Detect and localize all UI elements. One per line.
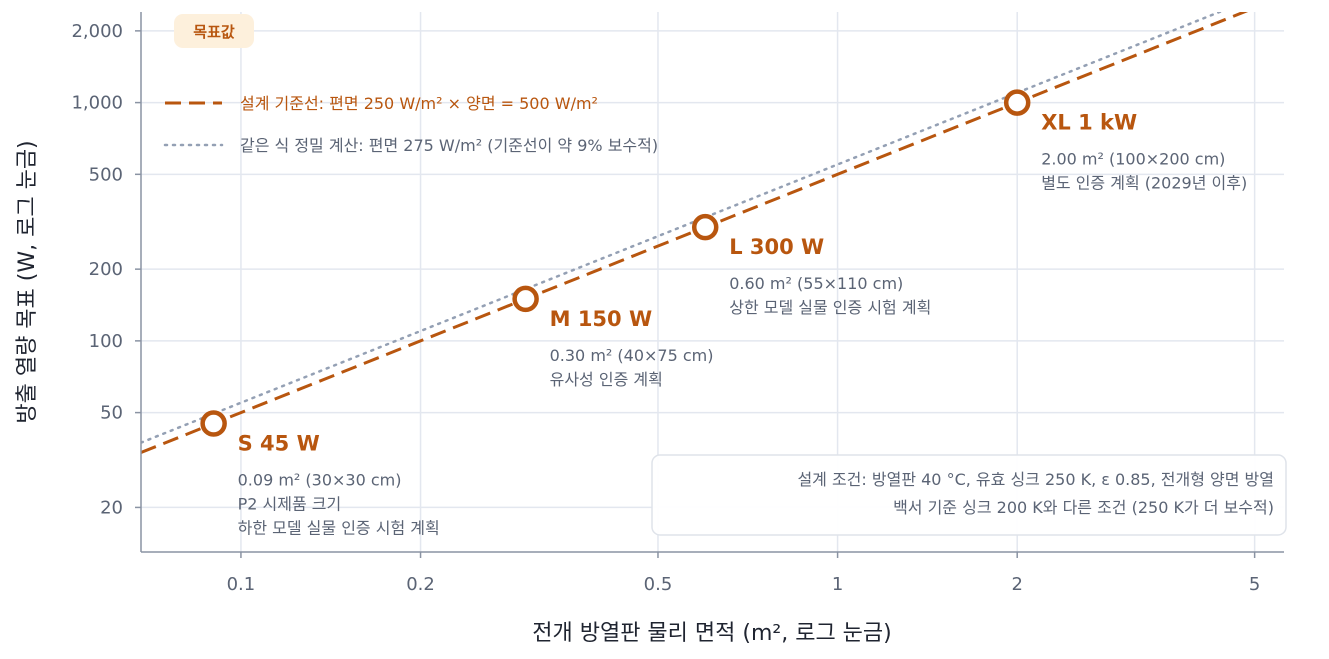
y-tick-label: 20: [100, 497, 123, 518]
point-note: 하한 모델 실물 인증 시험 계획: [238, 519, 440, 538]
point-note: 2.00 m² (100×200 cm): [1041, 150, 1225, 169]
point-note: 별도 인증 계획 (2029년 이후): [1041, 174, 1247, 193]
y-tick-label: 1,000: [71, 93, 123, 114]
condition-line: 백서 기준 싱크 200 K와 다른 조건 (250 K가 더 보수적): [893, 498, 1274, 517]
axes: [135, 12, 1284, 558]
data-point: [1003, 89, 1031, 116]
point-label: S 45 W: [238, 432, 320, 456]
data-point: [691, 213, 719, 241]
point-note: P2 시제품 크기: [238, 495, 342, 514]
conditions-box: 설계 조건: 방열판 40 °C, 유효 싱크 250 K, ε 0.85, 전…: [651, 454, 1287, 536]
x-tick-label: 2: [1011, 574, 1022, 595]
x-tick-label: 1: [832, 574, 843, 595]
data-point: [200, 410, 227, 437]
point-note: 0.30 m² (40×75 cm): [550, 346, 714, 365]
legend-design-label: 설계 기준선: 편면 250 W/m² × 양면 = 500 W/m²: [240, 94, 598, 113]
point-note: 0.60 m² (55×110 cm): [729, 274, 903, 293]
target-badge: 목표값: [174, 14, 254, 48]
y-tick-label: 2,000: [71, 21, 123, 42]
x-axis-label: 전개 방열판 물리 면적 (m², 로그 눈금): [532, 621, 892, 646]
series-precise-line: [141, 12, 1223, 444]
y-tick-label: 500: [89, 164, 123, 185]
grid: [141, 12, 1284, 552]
point-note: 상한 모델 실물 인증 시험 계획: [729, 298, 931, 317]
legend-precise-label: 같은 식 정밀 계산: 편면 275 W/m² (기준선이 약 9% 보수적): [240, 136, 658, 155]
badge-background: [174, 14, 254, 48]
badge-label: 목표값: [193, 23, 235, 41]
tick-labels: 0.1 0.2 0.5 1 2 5 20 50 100 200 500 1,000 2,000: [71, 21, 1260, 595]
x-tick-label: 0.2: [406, 574, 435, 595]
condition-line: 설계 조건: 방열판 40 °C, 유효 싱크 250 K, ε 0.85, 전…: [797, 470, 1274, 489]
y-tick-label: 50: [100, 403, 123, 424]
point-note: 0.09 m² (30×30 cm): [238, 471, 402, 490]
conditions-background: [651, 454, 1287, 536]
data-point: [512, 285, 539, 313]
legend: 설계 기준선: 편면 250 W/m² × 양면 = 500 W/m² 같은 식 …: [163, 94, 658, 155]
y-tick-label: 100: [89, 331, 123, 352]
point-label: L 300 W: [729, 235, 824, 259]
y-tick-label: 200: [89, 259, 123, 280]
y-axis-label: 방출 열량 목표 (W, 로그 눈금): [15, 140, 40, 423]
point-label: M 150 W: [550, 307, 653, 331]
x-tick-label: 5: [1249, 574, 1260, 595]
x-tick-label: 0.1: [227, 574, 256, 595]
point-note: 유사성 인증 계획: [550, 370, 663, 389]
point-label: XL 1 kW: [1041, 111, 1137, 135]
x-tick-label: 0.5: [644, 574, 673, 595]
